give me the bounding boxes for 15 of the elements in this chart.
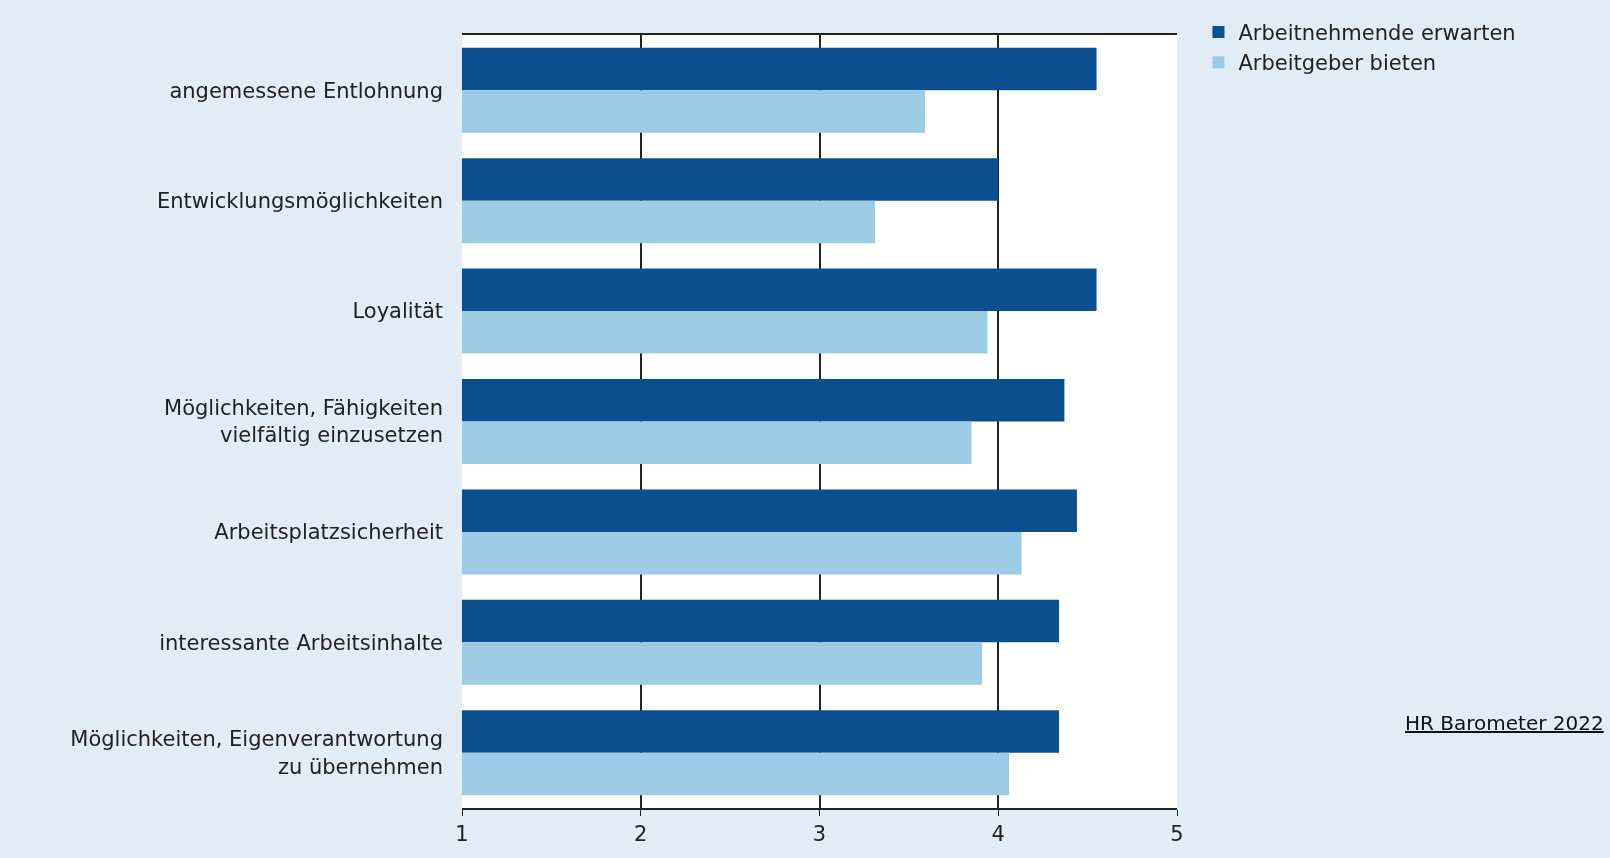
x-tick-label: 2 (634, 821, 648, 846)
text: HR Barometer 2022 (1405, 711, 1604, 735)
y-tick-label: Möglichkeiten, Fähigkeiten vielfältig einzusetzen (164, 396, 443, 448)
x-tick-label: 5 (1170, 821, 1184, 846)
x-tick-label: 1 (455, 821, 469, 846)
x-tick-label: 3 (812, 821, 827, 846)
y-tick-label: Arbeitsplatzsicherheit (214, 520, 443, 545)
y-tick-label: Entwicklungsmöglichkeiten (156, 188, 443, 213)
y-tick-label: interessante Arbeitsinhalte (159, 630, 443, 655)
y-tick-label: angemessene Entlohnung (169, 78, 443, 103)
legend-label: Arbeitnehmende erwarten (1238, 21, 1516, 46)
y-tick-label: Möglichkeiten, Eigenverantwortung zu übernehmen (70, 727, 443, 779)
legend-label: Arbeitgeber bieten (1238, 51, 1437, 76)
y-tick-label: Loyalität (352, 299, 443, 324)
x-tick-label: 4 (991, 821, 1005, 846)
